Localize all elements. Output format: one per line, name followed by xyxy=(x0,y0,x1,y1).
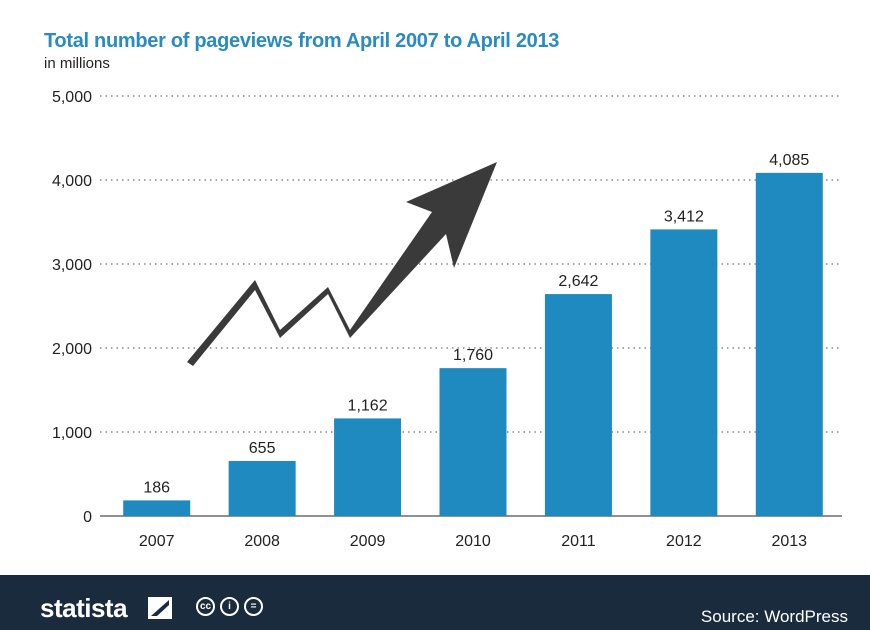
data-label-2008: 655 xyxy=(249,440,276,457)
license-icons: cc i = xyxy=(196,597,263,616)
data-label-2011: 2,642 xyxy=(558,273,598,290)
x-tick-label: 2010 xyxy=(455,533,491,550)
nd-icon: = xyxy=(244,597,263,616)
bar-2007 xyxy=(123,500,191,516)
y-tick-label: 4,000 xyxy=(52,173,92,190)
y-tick-label: 0 xyxy=(83,509,92,526)
statista-logo: statista xyxy=(40,593,128,623)
data-label-2013: 4,085 xyxy=(769,152,809,169)
x-tick-label: 2012 xyxy=(666,533,702,550)
source-label: Source: WordPress xyxy=(700,607,848,626)
bar-2012 xyxy=(650,229,718,516)
bar-layer xyxy=(123,172,823,517)
x-tick-label: 2008 xyxy=(244,533,280,550)
label-layer: 0 1,000 2,000 3,000 4,000 5,000 186 2007 655 2008… xyxy=(52,89,809,550)
x-tick-label: 2007 xyxy=(139,533,175,550)
bar-2013 xyxy=(755,172,823,517)
chart-plot: 0 1,000 2,000 3,000 4,000 5,000 186 2007 655 2008… xyxy=(52,89,842,550)
data-label-2007: 186 xyxy=(143,479,170,496)
y-tick-label: 3,000 xyxy=(52,257,92,274)
x-tick-label: 2013 xyxy=(771,533,807,550)
data-label-2009: 1,162 xyxy=(348,397,388,414)
chart-title: Total number of pageviews from April 200… xyxy=(44,30,560,52)
by-icon: i xyxy=(220,597,239,616)
cc-icon: cc xyxy=(196,597,215,616)
data-label-2012: 3,412 xyxy=(664,208,704,225)
y-tick-label: 2,000 xyxy=(52,341,92,358)
x-tick-label: 2011 xyxy=(561,533,596,550)
y-tick-label: 1,000 xyxy=(52,425,92,442)
bar-2008 xyxy=(228,460,296,516)
statista-mark-icon xyxy=(148,597,172,619)
trend-arrow-icon xyxy=(187,162,497,366)
chart-subtitle: in millions xyxy=(44,55,110,72)
bar-2009 xyxy=(334,418,402,516)
data-label-2010: 1,760 xyxy=(453,347,493,364)
bar-2011 xyxy=(544,294,612,516)
x-tick-label: 2009 xyxy=(350,533,386,550)
bar-2010 xyxy=(439,368,507,516)
chart: Total number of pageviews from April 200… xyxy=(44,30,842,550)
y-tick-label: 5,000 xyxy=(52,89,92,106)
footer: statista cc i = Source: WordPress xyxy=(0,575,870,630)
